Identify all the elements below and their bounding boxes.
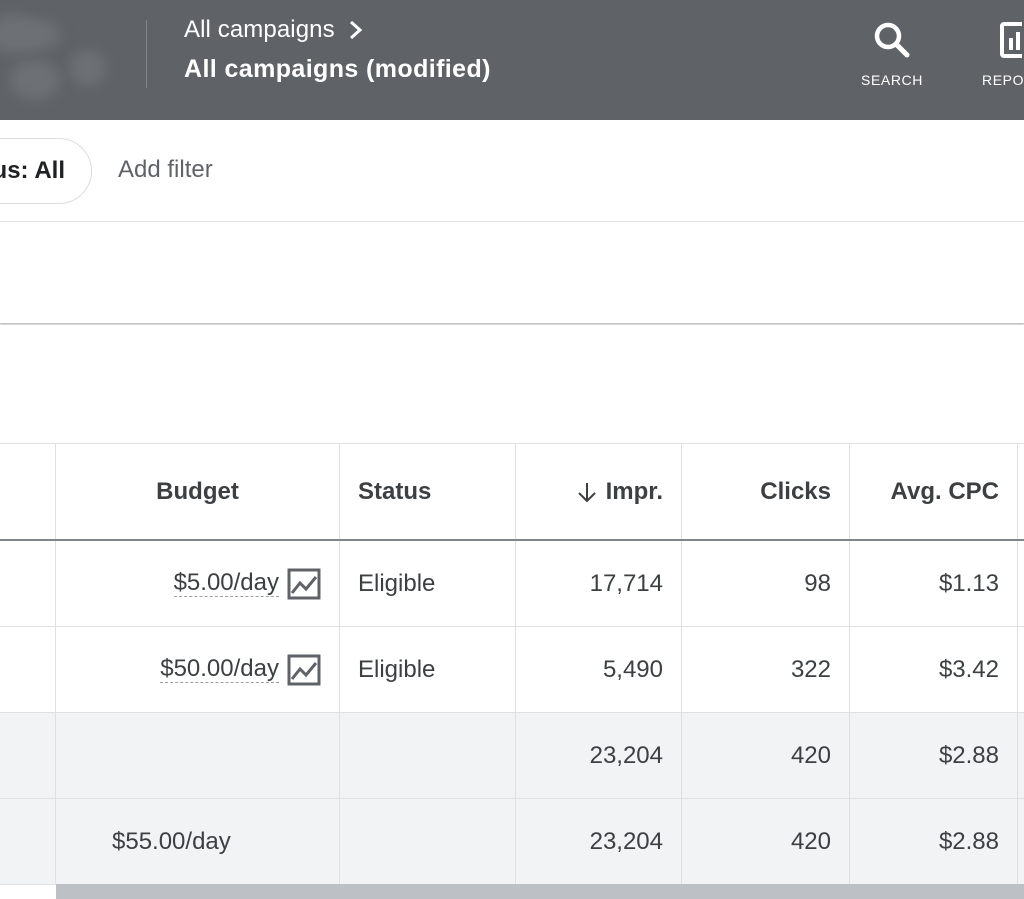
column-header-overflow xyxy=(1018,444,1024,539)
budget-cell[interactable]: $50.00/day xyxy=(56,627,340,712)
status-cell: Eligible xyxy=(340,541,516,626)
horizontal-scrollbar[interactable] xyxy=(56,884,1024,899)
status-filter-chip[interactable]: us: All xyxy=(0,138,92,204)
sort-down-arrow-icon xyxy=(577,482,596,502)
overflow-cell xyxy=(1018,627,1024,712)
column-header-status[interactable]: Status xyxy=(340,444,516,539)
add-filter-button[interactable]: Add filter xyxy=(118,156,213,183)
header-divider xyxy=(146,20,147,88)
table-row[interactable]: $5.00/day Eligible 17,714 98 $1.13 xyxy=(0,541,1024,627)
row-selector-cell xyxy=(0,627,56,712)
total-avg-cpc-cell: $2.88 xyxy=(850,713,1018,798)
page-title: All campaigns (modified) xyxy=(184,55,491,83)
total-clicks-cell: 420 xyxy=(682,713,850,798)
total-budget-cell: $55.00/day xyxy=(56,799,340,884)
row-selector-cell xyxy=(0,541,56,626)
spacer xyxy=(0,325,1024,443)
column-header-impr[interactable]: Impr. xyxy=(516,444,682,539)
column-header-clicks[interactable]: Clicks xyxy=(682,444,850,539)
overflow-cell xyxy=(1018,713,1024,798)
total-status-cell xyxy=(340,799,516,884)
breadcrumb-label[interactable]: All campaigns xyxy=(184,16,335,43)
avg-cpc-cell: $1.13 xyxy=(850,541,1018,626)
status-cell: Eligible xyxy=(340,627,516,712)
total-impr-cell: 23,204 xyxy=(516,713,682,798)
budget-value[interactable]: $5.00/day xyxy=(173,569,279,597)
budget-value[interactable]: $50.00/day xyxy=(160,655,279,683)
column-header-budget[interactable]: Budget xyxy=(56,444,340,539)
clicks-cell: 322 xyxy=(682,627,850,712)
overflow-cell xyxy=(1018,541,1024,626)
total-budget-cell xyxy=(56,713,340,798)
total-impr-cell: 23,204 xyxy=(516,799,682,884)
reports-button[interactable]: REPO xyxy=(982,20,1024,88)
account-logo-blurred xyxy=(0,0,140,120)
impr-cell: 5,490 xyxy=(516,627,682,712)
search-label: SEARCH xyxy=(861,72,923,88)
total-row: 23,204 420 $2.88 xyxy=(0,713,1024,799)
total-selector-cell xyxy=(0,713,56,798)
breadcrumb[interactable]: All campaigns xyxy=(184,16,365,44)
reports-icon xyxy=(1000,22,1022,58)
budget-cell[interactable]: $5.00/day xyxy=(56,541,340,626)
impr-cell: 17,714 xyxy=(516,541,682,626)
avg-cpc-cell: $3.42 xyxy=(850,627,1018,712)
chevron-right-icon xyxy=(349,20,362,40)
budget-trend-icon[interactable] xyxy=(287,568,321,600)
column-header-selector xyxy=(0,444,56,539)
total-selector-cell xyxy=(0,799,56,884)
total-status-cell xyxy=(340,713,516,798)
filter-bar: us: All xyxy=(0,120,1024,222)
column-header-impr-label: Impr. xyxy=(605,477,663,505)
search-button[interactable]: SEARCH xyxy=(856,20,928,88)
top-app-bar: All campaigns All campaigns (modified) S… xyxy=(0,0,1024,120)
total-clicks-cell: 420 xyxy=(682,799,850,884)
column-header-avg-cpc[interactable]: Avg. CPC xyxy=(850,444,1018,539)
clicks-cell: 98 xyxy=(682,541,850,626)
table-header-row: Budget Status Impr. Clicks Avg. CPC xyxy=(0,443,1024,541)
overflow-cell xyxy=(1018,799,1024,884)
chart-placeholder-area xyxy=(0,222,1024,324)
total-avg-cpc-cell: $2.88 xyxy=(850,799,1018,884)
budget-trend-icon[interactable] xyxy=(287,654,321,686)
table-row[interactable]: $50.00/day Eligible 5,490 322 $3.42 xyxy=(0,627,1024,713)
reports-label: REPO xyxy=(982,72,1024,88)
search-icon xyxy=(874,22,910,58)
total-row: $55.00/day 23,204 420 $2.88 xyxy=(0,799,1024,885)
